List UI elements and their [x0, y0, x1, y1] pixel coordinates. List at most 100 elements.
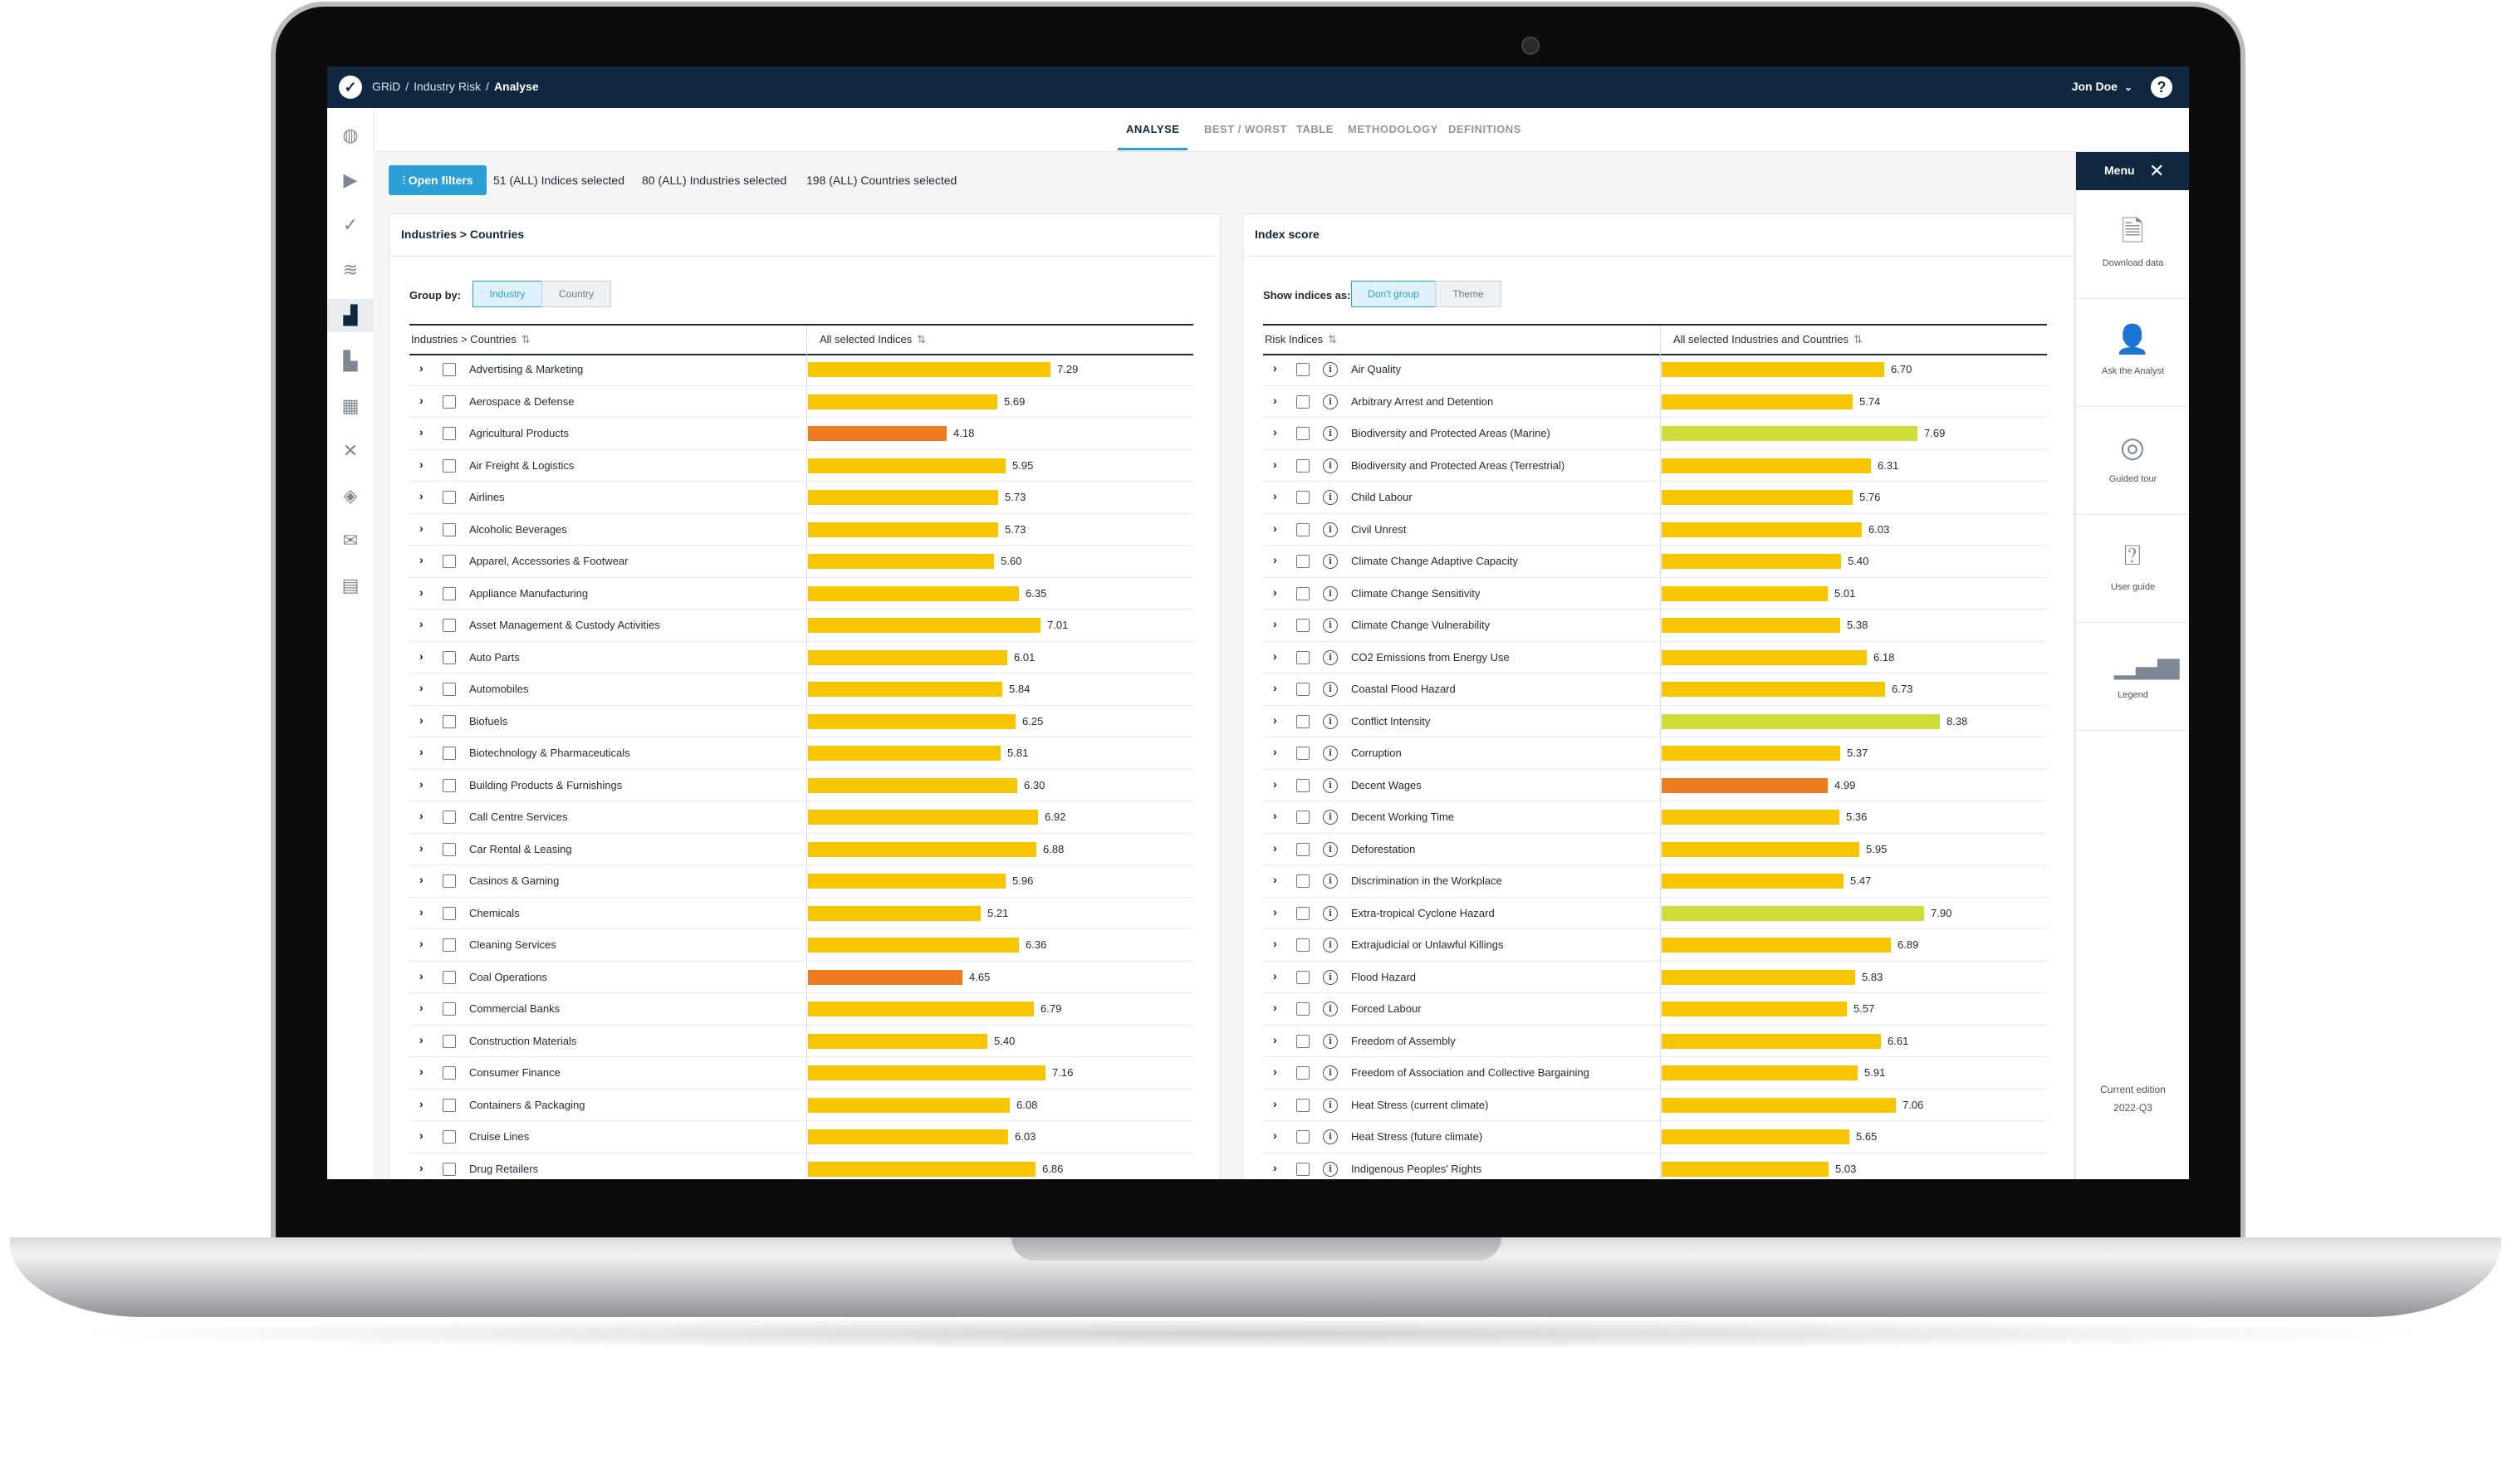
chevron-right-icon[interactable]: ›: [419, 713, 424, 727]
row-checkbox[interactable]: [443, 938, 456, 952]
chevron-right-icon[interactable]: ›: [419, 553, 424, 566]
row-checkbox[interactable]: [1296, 1034, 1310, 1048]
table-row[interactable]: › i Indigenous Peoples' Rights 5.03: [1263, 1153, 2047, 1179]
tab-best-worst[interactable]: BEST / WORST: [1204, 123, 1287, 135]
chevron-right-icon[interactable]: ›: [1273, 1001, 1277, 1014]
row-checkbox[interactable]: [1296, 491, 1310, 504]
row-checkbox[interactable]: [1296, 842, 1310, 856]
info-icon[interactable]: i: [1323, 746, 1338, 761]
chevron-right-icon[interactable]: ›: [419, 649, 424, 663]
dont-group-toggle[interactable]: Don't group: [1351, 281, 1436, 307]
chevron-right-icon[interactable]: ›: [1273, 1065, 1277, 1078]
table-row[interactable]: › i Conflict Intensity 8.38: [1263, 705, 2047, 737]
tab-table[interactable]: TABLE: [1296, 123, 1334, 135]
table-row[interactable]: › Chemicals 5.21: [409, 897, 1193, 929]
info-icon[interactable]: i: [1323, 362, 1338, 377]
row-checkbox[interactable]: [1296, 1162, 1310, 1176]
row-checkbox[interactable]: [1296, 1066, 1310, 1080]
buildings-icon[interactable]: ▦: [341, 395, 360, 416]
table-row[interactable]: › i Extra-tropical Cyclone Hazard 7.90: [1263, 897, 2047, 929]
sort-icon[interactable]: ⇅: [917, 333, 927, 345]
row-checkbox[interactable]: [443, 619, 456, 632]
table-row[interactable]: › i Coastal Flood Hazard 6.73: [1263, 673, 2047, 706]
info-icon[interactable]: i: [1323, 1097, 1338, 1113]
ask-the-analyst-button[interactable]: 👤 Ask the Analyst: [2076, 298, 2189, 407]
chevron-right-icon[interactable]: ›: [1273, 681, 1277, 694]
tab-analyse[interactable]: ANALYSE: [1126, 123, 1180, 135]
chevron-right-icon[interactable]: ›: [1273, 1160, 1277, 1174]
chevron-right-icon[interactable]: ›: [419, 457, 424, 471]
table-row[interactable]: › i Freedom of Assembly 6.61: [1263, 1025, 2047, 1057]
table-row[interactable]: › i CO2 Emissions from Energy Use 6.18: [1263, 641, 2047, 673]
chevron-right-icon[interactable]: ›: [1273, 745, 1277, 758]
table-row[interactable]: › Asset Management & Custody Activities 7.…: [409, 610, 1193, 642]
chevron-right-icon[interactable]: ›: [419, 873, 424, 886]
chevron-right-icon[interactable]: ›: [1273, 840, 1277, 855]
row-checkbox[interactable]: [1296, 363, 1310, 376]
download-data-button[interactable]: 🗎 Download data: [2076, 190, 2189, 299]
table-row[interactable]: › i Heat Stress (future climate) 5.65: [1263, 1121, 2047, 1153]
chevron-right-icon[interactable]: ›: [1273, 649, 1277, 663]
row-checkbox[interactable]: [443, 811, 456, 824]
tab-methodology[interactable]: METHODOLOGY: [1348, 123, 1438, 135]
info-icon[interactable]: i: [1323, 969, 1338, 985]
info-icon[interactable]: i: [1323, 618, 1338, 633]
row-checkbox[interactable]: [1296, 458, 1310, 473]
group-by-industry-toggle[interactable]: Industry: [473, 281, 542, 307]
row-checkbox[interactable]: [1296, 778, 1310, 792]
globe-icon[interactable]: ◍: [342, 125, 359, 145]
table-row[interactable]: › i Deforestation 5.95: [1263, 833, 2047, 865]
info-icon[interactable]: i: [1323, 458, 1338, 473]
info-icon[interactable]: i: [1323, 777, 1338, 793]
info-icon[interactable]: i: [1323, 1129, 1338, 1144]
info-icon[interactable]: i: [1323, 810, 1338, 825]
box-icon[interactable]: ◈: [343, 485, 358, 506]
breadcrumb-grid[interactable]: GRiD: [372, 80, 401, 93]
row-checkbox[interactable]: [443, 522, 456, 536]
row-checkbox[interactable]: [1296, 650, 1310, 664]
chevron-right-icon[interactable]: ›: [1273, 361, 1277, 375]
video-icon[interactable]: ▶: [343, 169, 358, 190]
info-icon[interactable]: i: [1323, 1065, 1338, 1080]
chevron-right-icon[interactable]: ›: [1273, 393, 1277, 407]
table-row[interactable]: › Drug Retailers 6.86: [409, 1153, 1193, 1179]
chevron-right-icon[interactable]: ›: [419, 904, 424, 918]
table-row[interactable]: › Airlines 5.73: [409, 482, 1193, 514]
table-row[interactable]: › Agricultural Products 4.18: [409, 418, 1193, 450]
table-row[interactable]: › Coal Operations 4.65: [409, 961, 1193, 993]
chevron-right-icon[interactable]: ›: [1273, 585, 1277, 599]
chevron-right-icon[interactable]: ›: [419, 776, 424, 791]
sort-icon[interactable]: ⇅: [1328, 333, 1337, 345]
chevron-right-icon[interactable]: ›: [1273, 553, 1277, 566]
table-row[interactable]: › Consumer Finance 7.16: [409, 1057, 1193, 1090]
table-row[interactable]: › Aerospace & Defense 5.69: [409, 385, 1193, 418]
info-icon[interactable]: i: [1323, 682, 1338, 697]
sort-icon[interactable]: ⇅: [521, 333, 531, 345]
table-row[interactable]: › Air Freight & Logistics 5.95: [409, 449, 1193, 482]
table-row[interactable]: › i Arbitrary Arrest and Detention 5.74: [1263, 385, 2047, 418]
row-checkbox[interactable]: [1296, 747, 1310, 760]
table-row[interactable]: › Biofuels 6.25: [409, 705, 1193, 737]
chevron-right-icon[interactable]: ›: [419, 1001, 424, 1014]
close-icon[interactable]: ✕: [2149, 160, 2165, 181]
column-header-risk-indices[interactable]: Risk Indices ⇅: [1265, 333, 1337, 346]
row-checkbox[interactable]: [1296, 874, 1310, 888]
table-row[interactable]: › Building Products & Furnishings 6.30: [409, 769, 1193, 801]
row-checkbox[interactable]: [443, 683, 456, 696]
row-checkbox[interactable]: [443, 906, 456, 920]
chevron-right-icon[interactable]: ›: [419, 1129, 424, 1142]
tab-definitions[interactable]: DEFINITIONS: [1448, 123, 1521, 135]
row-checkbox[interactable]: [1296, 1098, 1310, 1112]
chevron-right-icon[interactable]: ›: [1273, 776, 1277, 791]
grid-check-icon[interactable]: ✓: [342, 214, 359, 235]
table-row[interactable]: › Appliance Manufacturing 6.35: [409, 577, 1193, 610]
industry-risk-icon[interactable]: ▟: [327, 299, 374, 332]
chevron-right-icon[interactable]: ›: [1273, 521, 1277, 535]
row-checkbox[interactable]: [1296, 1130, 1310, 1144]
row-checkbox[interactable]: [443, 427, 456, 440]
table-row[interactable]: › i Biodiversity and Protected Areas (Terr…: [1263, 449, 2047, 482]
row-checkbox[interactable]: [443, 363, 456, 376]
table-row[interactable]: › Apparel, Accessories & Footwear 5.60: [409, 546, 1193, 578]
table-row[interactable]: › Call Centre Services 6.92: [409, 801, 1193, 834]
row-checkbox[interactable]: [1296, 522, 1310, 536]
